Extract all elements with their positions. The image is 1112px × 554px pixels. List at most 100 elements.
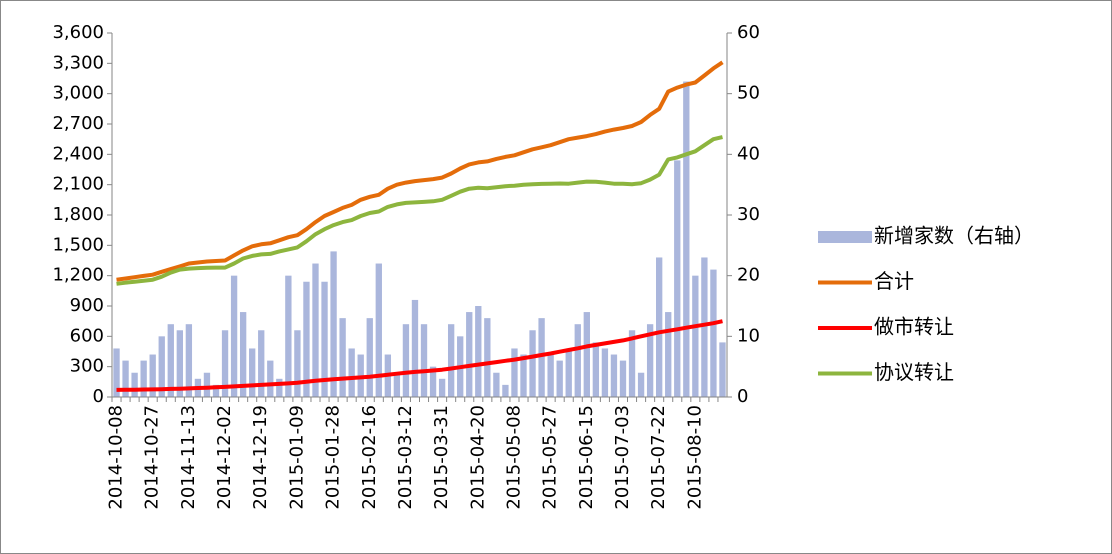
bar xyxy=(348,348,355,397)
y-tick-label: 3,000 xyxy=(52,83,104,104)
bar xyxy=(276,378,283,397)
x-tick-label: 2015-05-08 xyxy=(503,405,524,510)
bar xyxy=(420,324,428,397)
y2-tick-label: 50 xyxy=(737,83,760,104)
bar xyxy=(438,378,446,397)
bar xyxy=(230,275,238,397)
y-tick-label: 300 xyxy=(70,356,104,377)
bar xyxy=(249,348,256,397)
bar xyxy=(402,324,410,397)
bar xyxy=(366,318,373,397)
bar xyxy=(665,312,672,397)
bar xyxy=(610,354,618,397)
legend-label: 协议转让 xyxy=(874,360,954,384)
x-tick-label: 2014-10-08 xyxy=(106,405,127,510)
bar xyxy=(520,354,527,397)
bar xyxy=(122,360,129,397)
bar xyxy=(592,342,600,397)
x-tick-label: 2015-05-27 xyxy=(540,405,561,510)
bar xyxy=(601,348,609,397)
bar xyxy=(502,384,509,397)
bar xyxy=(258,330,265,397)
x-tick-label: 2015-03-31 xyxy=(431,405,452,510)
bar xyxy=(375,263,382,397)
bar xyxy=(330,251,337,397)
bar xyxy=(710,269,717,397)
x-tick-label: 2014-10-27 xyxy=(142,405,163,510)
bar xyxy=(475,306,482,397)
y2-tick-label: 10 xyxy=(737,325,760,346)
y2-tick-label: 60 xyxy=(737,22,760,43)
x-tick-label: 2015-07-03 xyxy=(612,405,633,510)
x-tick-label: 2015-07-22 xyxy=(648,405,669,510)
legend-label: 新增家数（右轴） xyxy=(874,224,1034,248)
y-tick-label: 2,100 xyxy=(52,174,104,195)
bar xyxy=(429,366,437,397)
bar xyxy=(646,324,654,397)
bar xyxy=(212,384,220,397)
bar xyxy=(719,342,726,397)
legend-swatch xyxy=(818,231,872,243)
x-tick-label: 2015-08-10 xyxy=(684,405,705,510)
bar xyxy=(674,160,681,397)
bar xyxy=(701,257,708,397)
bar xyxy=(140,360,147,397)
x-tick-label: 2014-11-13 xyxy=(178,405,199,510)
bar xyxy=(303,281,310,397)
bar xyxy=(113,348,120,397)
bar xyxy=(511,348,518,397)
y2-tick-label: 20 xyxy=(737,265,760,286)
bar xyxy=(312,263,319,397)
bar xyxy=(565,348,572,397)
bar xyxy=(529,330,536,397)
bar xyxy=(167,324,174,397)
bar xyxy=(321,281,328,397)
line-series xyxy=(116,135,723,286)
bar xyxy=(583,312,590,397)
y-tick-label: 1,800 xyxy=(52,204,104,225)
bar xyxy=(692,275,699,397)
bar xyxy=(185,324,193,397)
bar xyxy=(484,318,491,397)
bar xyxy=(221,330,229,397)
x-tick-label: 2015-01-09 xyxy=(286,405,307,510)
y-tick-label: 1,500 xyxy=(52,234,104,255)
bar xyxy=(556,360,563,397)
bar xyxy=(239,312,247,397)
y-tick-label: 3,600 xyxy=(52,22,104,43)
x-tick-label: 2014-12-02 xyxy=(214,405,235,510)
line-series xyxy=(116,60,724,282)
bar xyxy=(466,312,473,397)
y-tick-label: 3,300 xyxy=(52,52,104,73)
bar xyxy=(493,372,500,397)
bar xyxy=(411,299,419,397)
bar xyxy=(176,330,183,397)
y-tick-label: 0 xyxy=(93,386,104,407)
legend-label: 合计 xyxy=(874,269,914,293)
bar xyxy=(538,318,545,397)
bar xyxy=(574,324,581,397)
y-tick-label: 2,400 xyxy=(52,143,104,164)
bar xyxy=(656,257,663,397)
y-tick-label: 1,200 xyxy=(52,265,104,286)
bar xyxy=(683,81,690,398)
bar xyxy=(294,330,301,397)
y-tick-label: 600 xyxy=(70,325,104,346)
bar xyxy=(339,318,346,397)
bar xyxy=(158,336,165,397)
bar xyxy=(285,275,292,397)
bar xyxy=(547,354,554,397)
y2-tick-label: 30 xyxy=(737,204,760,225)
y-tick-label: 900 xyxy=(70,295,104,316)
x-tick-label: 2015-01-28 xyxy=(323,405,344,510)
bar xyxy=(203,372,211,397)
bar xyxy=(637,372,645,397)
x-tick-label: 2014-12-19 xyxy=(250,405,271,510)
bar xyxy=(628,330,636,397)
y-tick-label: 2,700 xyxy=(52,113,104,134)
bar xyxy=(149,354,156,397)
bar xyxy=(447,324,455,397)
y2-tick-label: 40 xyxy=(737,143,760,164)
